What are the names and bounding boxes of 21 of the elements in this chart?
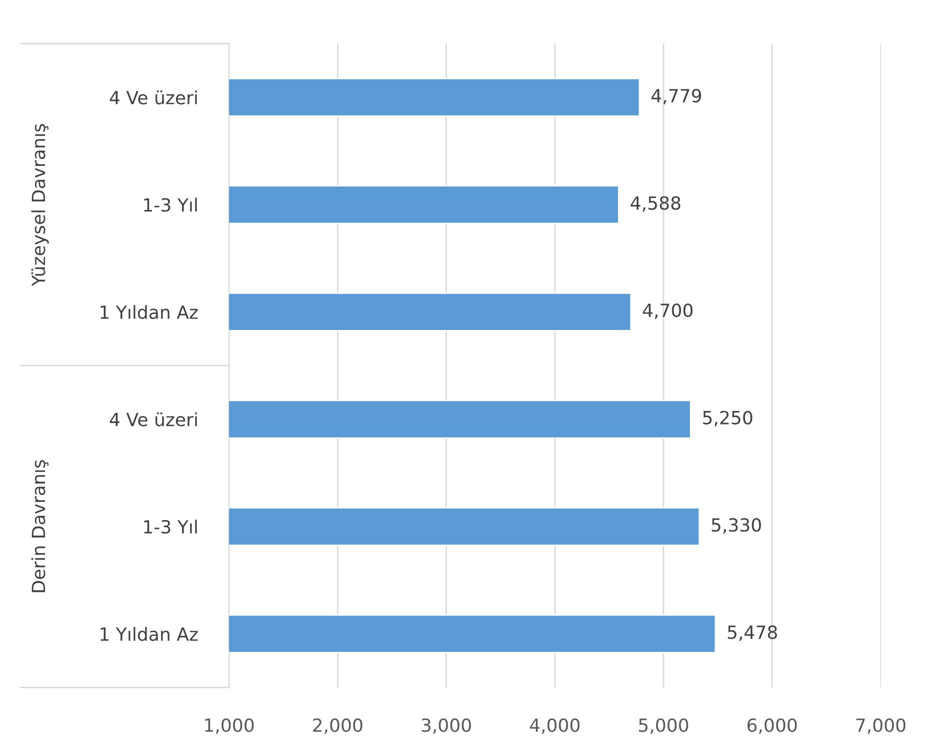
x-tick-label: 4,000 <box>530 718 580 734</box>
y-tick-label: 4 Ve üzeri <box>110 90 197 104</box>
x-tick-label: 3,000 <box>422 718 471 734</box>
data-label: 4,588 <box>630 196 680 212</box>
x-tick-label: 1,000 <box>205 718 254 734</box>
x-tick-label: 5,000 <box>639 718 688 734</box>
data-label: 4,700 <box>642 304 693 320</box>
data-label: 5,330 <box>712 518 761 534</box>
y-tick-label: 1 Yıldan Az <box>100 305 198 320</box>
data-label: 5,250 <box>703 410 752 426</box>
x-tick-label: 6,000 <box>748 718 797 734</box>
y-tick-label: 1 Yıldan Az <box>100 626 198 641</box>
data-label: 5,478 <box>728 625 777 641</box>
y-tick-label: 1-3 Yıl <box>144 198 197 212</box>
text: Yüzeysel Davranış <box>31 124 49 286</box>
data-label: 4,779 <box>651 88 702 104</box>
y-tick-label: 4 Ve üzeri <box>110 412 197 426</box>
x-tick-label: 7,000 <box>856 718 906 734</box>
x-tick-label: 2,000 <box>313 718 362 734</box>
text: Derin Davranış <box>31 460 48 592</box>
y-tick-label: 1-3 Yıl <box>144 520 197 534</box>
